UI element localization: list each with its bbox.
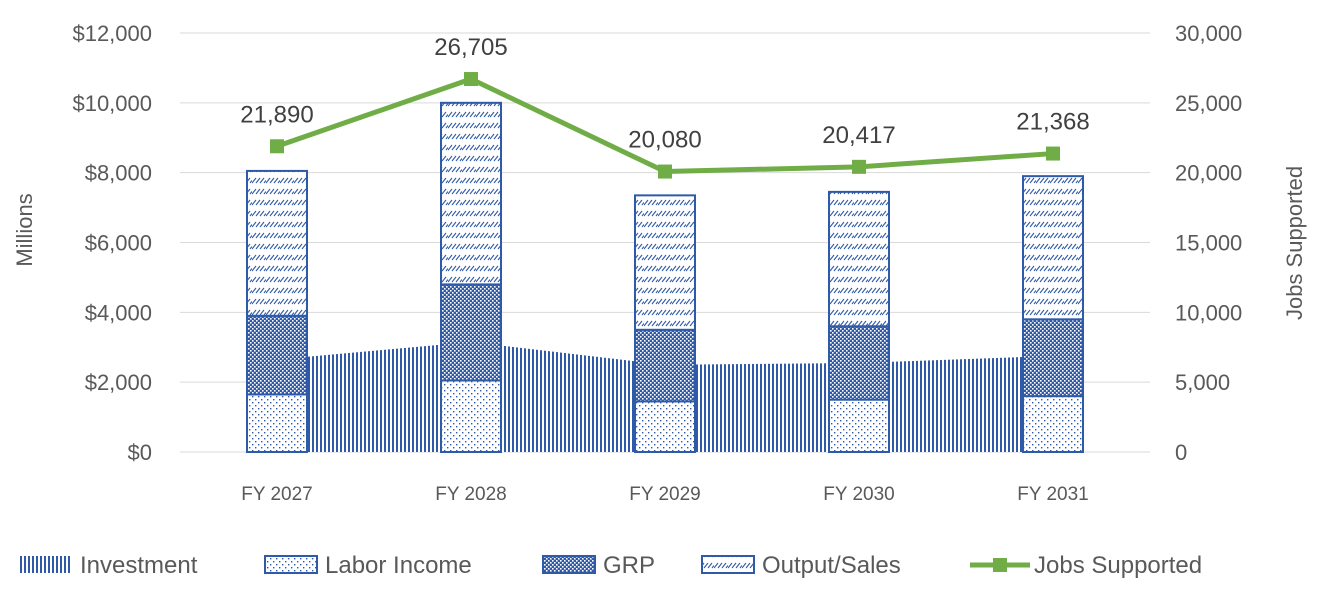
bar-segment-labor-income[interactable] (246, 393, 308, 454)
right-axis-tick-label: 10,000 (1175, 300, 1242, 325)
left-axis-tick-label: $10,000 (72, 91, 152, 116)
jobs-supported-marker[interactable] (270, 139, 284, 154)
right-axis-tick-label: 20,000 (1175, 161, 1242, 186)
legend-label-jobs-supported: Jobs Supported (1034, 552, 1202, 579)
jobs-supported-marker[interactable] (852, 159, 866, 174)
bar-segment-grp[interactable] (1022, 318, 1084, 398)
left-axis-tick-label: $6,000 (85, 231, 152, 256)
x-axis-tick-label: FY 2029 (629, 484, 700, 505)
legend-swatch-output-sales (701, 555, 755, 574)
legend-swatch-investment (18, 556, 72, 573)
legend-swatch-jobs-marker (993, 558, 1007, 572)
bar-segment-labor-income[interactable] (828, 398, 890, 453)
jobs-supported-marker[interactable] (1046, 146, 1060, 161)
legend-item-grp[interactable]: GRP (542, 552, 655, 579)
left-axis-tick-label: $12,000 (72, 21, 152, 46)
x-axis-tick-label: FY 2030 (823, 484, 894, 505)
x-axis-tick-label: FY 2028 (435, 484, 506, 505)
jobs-supported-data-label: 20,417 (822, 122, 895, 149)
legend-swatch-grp (542, 555, 596, 574)
legend-label-grp: GRP (603, 552, 655, 579)
bar-segment-grp[interactable] (246, 314, 308, 396)
legend-item-labor-income[interactable]: Labor Income (264, 552, 472, 579)
jobs-supported-data-label: 26,705 (434, 34, 507, 61)
legend-label-investment: Investment (80, 552, 198, 579)
axes-layer: Millions Jobs Supported $0 0 $2,000 5,000 $4… (12, 21, 1307, 505)
jobs-supported-data-label: 21,890 (240, 101, 313, 128)
bar-segment-output-sales[interactable] (1022, 175, 1084, 321)
jobs-supported-data-label: 20,080 (628, 127, 701, 154)
bar-segment-output-sales[interactable] (634, 194, 696, 331)
legend-item-jobs-supported[interactable]: Jobs Supported (970, 552, 1202, 579)
jobs-line-layer (270, 72, 1060, 179)
jobs-supported-marker[interactable] (464, 72, 478, 87)
bar-segment-grp[interactable] (440, 283, 502, 382)
legend-label-labor-income: Labor Income (325, 552, 472, 579)
legend-item-investment[interactable]: Investment (18, 552, 198, 579)
left-axis-tick-label: $4,000 (85, 300, 152, 325)
bar-segment-output-sales[interactable] (440, 101, 502, 286)
left-axis-tick-label: $2,000 (85, 370, 152, 395)
bar-segment-output-sales[interactable] (828, 190, 890, 328)
left-axis-tick-label: $8,000 (85, 161, 152, 186)
x-axis-tick-label: FY 2031 (1017, 484, 1088, 505)
data-labels-layer: 21,890 26,705 20,080 20,417 21,368 (240, 34, 1089, 154)
bar-segment-labor-income[interactable] (440, 379, 502, 454)
left-axis-tick-label: $0 (128, 440, 152, 465)
legend-item-output-sales[interactable]: Output/Sales (701, 552, 901, 579)
right-axis-title: Jobs Supported (1282, 166, 1307, 320)
legend: Investment Labor Income GRP Output/Sales… (18, 552, 1202, 579)
right-axis-tick-label: 15,000 (1175, 231, 1242, 256)
right-axis-tick-label: 25,000 (1175, 91, 1242, 116)
right-axis-tick-label: 30,000 (1175, 21, 1242, 46)
jobs-supported-data-label: 21,368 (1016, 109, 1089, 136)
jobs-supported-marker[interactable] (658, 164, 672, 179)
right-axis-tick-label: 0 (1175, 440, 1187, 465)
right-axis-tick-label: 5,000 (1175, 370, 1230, 395)
bars-layer (246, 101, 1084, 454)
bar-segment-output-sales[interactable] (246, 169, 308, 317)
bar-segment-grp[interactable] (634, 328, 696, 403)
jobs-supported-line (276, 76, 1054, 175)
left-axis-title: Millions (12, 193, 37, 266)
bar-segment-labor-income[interactable] (1022, 395, 1084, 453)
bar-segment-labor-income[interactable] (634, 400, 696, 453)
bar-segment-grp[interactable] (828, 325, 890, 401)
x-axis-tick-label: FY 2027 (241, 484, 312, 505)
legend-label-output-sales: Output/Sales (762, 552, 901, 579)
legend-swatch-labor-income (264, 555, 318, 574)
